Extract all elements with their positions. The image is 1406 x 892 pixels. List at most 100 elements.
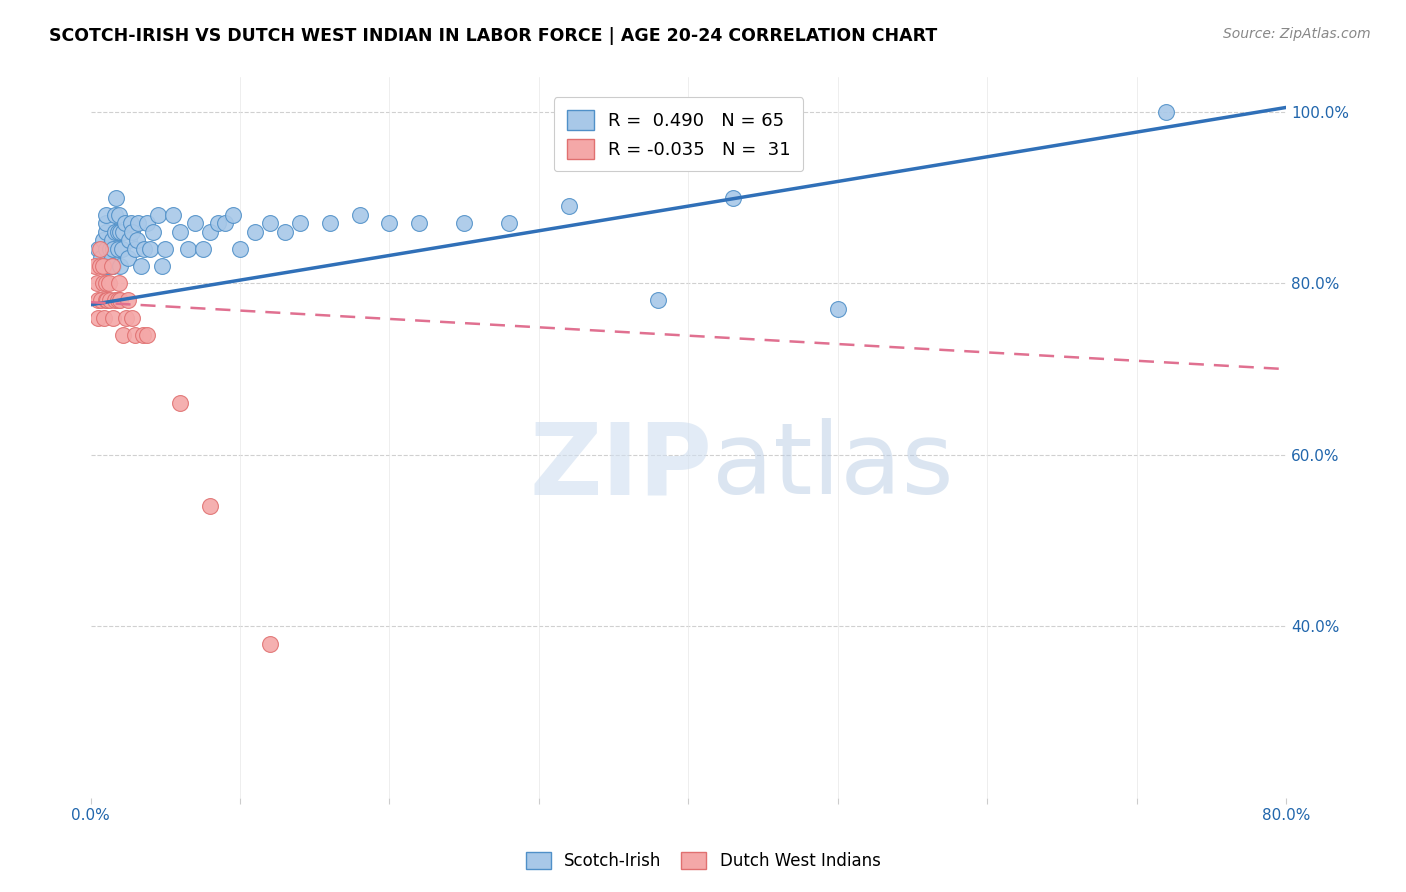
Text: ZIP: ZIP bbox=[529, 418, 713, 515]
Point bbox=[558, 199, 581, 213]
Point bbox=[125, 234, 148, 248]
Point bbox=[124, 242, 146, 256]
Point bbox=[349, 208, 371, 222]
Point bbox=[243, 225, 266, 239]
Point bbox=[647, 293, 669, 308]
Point bbox=[214, 216, 236, 230]
Point bbox=[87, 242, 110, 256]
Point bbox=[94, 242, 117, 256]
Point bbox=[89, 259, 111, 273]
Point bbox=[155, 242, 177, 256]
Point bbox=[96, 293, 118, 308]
Point bbox=[108, 277, 131, 291]
Point bbox=[169, 396, 191, 410]
Point bbox=[121, 310, 143, 325]
Point bbox=[94, 208, 117, 222]
Point bbox=[107, 293, 129, 308]
Point bbox=[207, 216, 229, 230]
Point bbox=[162, 208, 184, 222]
Point bbox=[259, 637, 281, 651]
Point bbox=[198, 225, 221, 239]
Point bbox=[721, 190, 744, 204]
Point bbox=[107, 242, 129, 256]
Point bbox=[98, 293, 121, 308]
Point bbox=[150, 259, 173, 273]
Point bbox=[259, 216, 281, 230]
Point bbox=[146, 208, 169, 222]
Point bbox=[184, 216, 207, 230]
Point bbox=[132, 327, 155, 342]
Point bbox=[198, 500, 221, 514]
Point bbox=[115, 310, 138, 325]
Point bbox=[97, 259, 120, 273]
Point bbox=[111, 242, 134, 256]
Point bbox=[94, 259, 117, 273]
Point bbox=[142, 225, 165, 239]
Point bbox=[105, 190, 128, 204]
Point bbox=[124, 327, 146, 342]
Point bbox=[91, 259, 114, 273]
Point bbox=[139, 242, 162, 256]
Point bbox=[93, 310, 115, 325]
Point bbox=[110, 225, 132, 239]
Point bbox=[112, 225, 135, 239]
Point bbox=[121, 225, 143, 239]
Point bbox=[112, 327, 135, 342]
Point bbox=[89, 242, 111, 256]
Point bbox=[84, 259, 107, 273]
Point bbox=[134, 242, 156, 256]
Point bbox=[169, 225, 191, 239]
Point bbox=[453, 216, 475, 230]
Point bbox=[221, 208, 243, 222]
Point bbox=[120, 216, 142, 230]
Point bbox=[103, 225, 125, 239]
Point bbox=[90, 251, 112, 265]
Point bbox=[101, 259, 124, 273]
Point bbox=[498, 216, 520, 230]
Point bbox=[94, 293, 117, 308]
Point bbox=[318, 216, 340, 230]
Point bbox=[87, 293, 110, 308]
Point bbox=[177, 242, 200, 256]
Point bbox=[100, 251, 122, 265]
Point bbox=[90, 293, 112, 308]
Point bbox=[110, 259, 132, 273]
Point bbox=[136, 327, 159, 342]
Point bbox=[94, 225, 117, 239]
Point bbox=[94, 216, 117, 230]
Point bbox=[118, 234, 141, 248]
Point bbox=[274, 225, 297, 239]
Point bbox=[191, 242, 214, 256]
Point bbox=[87, 310, 110, 325]
Point bbox=[378, 216, 401, 230]
Point bbox=[117, 251, 139, 265]
Legend: Scotch-Irish, Dutch West Indians: Scotch-Irish, Dutch West Indians bbox=[519, 845, 887, 877]
Legend: R =  0.490   N = 65, R = -0.035   N =  31: R = 0.490 N = 65, R = -0.035 N = 31 bbox=[554, 97, 803, 171]
Point bbox=[229, 242, 252, 256]
Point bbox=[100, 234, 122, 248]
Point bbox=[827, 301, 849, 316]
Point bbox=[408, 216, 430, 230]
Point bbox=[107, 225, 129, 239]
Point bbox=[103, 208, 125, 222]
Point bbox=[94, 277, 117, 291]
Point bbox=[110, 293, 132, 308]
Point bbox=[114, 216, 136, 230]
Point bbox=[288, 216, 311, 230]
Point bbox=[117, 293, 139, 308]
Point bbox=[136, 216, 159, 230]
Point bbox=[100, 259, 122, 273]
Point bbox=[103, 293, 125, 308]
Point bbox=[101, 242, 124, 256]
Point bbox=[101, 310, 124, 325]
Text: SCOTCH-IRISH VS DUTCH WEST INDIAN IN LABOR FORCE | AGE 20-24 CORRELATION CHART: SCOTCH-IRISH VS DUTCH WEST INDIAN IN LAB… bbox=[49, 27, 938, 45]
Point bbox=[97, 277, 120, 291]
Point bbox=[108, 208, 131, 222]
Point bbox=[86, 277, 108, 291]
Text: atlas: atlas bbox=[713, 418, 953, 515]
Point bbox=[91, 234, 114, 248]
Point bbox=[91, 277, 114, 291]
Point bbox=[127, 216, 149, 230]
Point bbox=[1156, 104, 1178, 119]
Point bbox=[131, 259, 153, 273]
